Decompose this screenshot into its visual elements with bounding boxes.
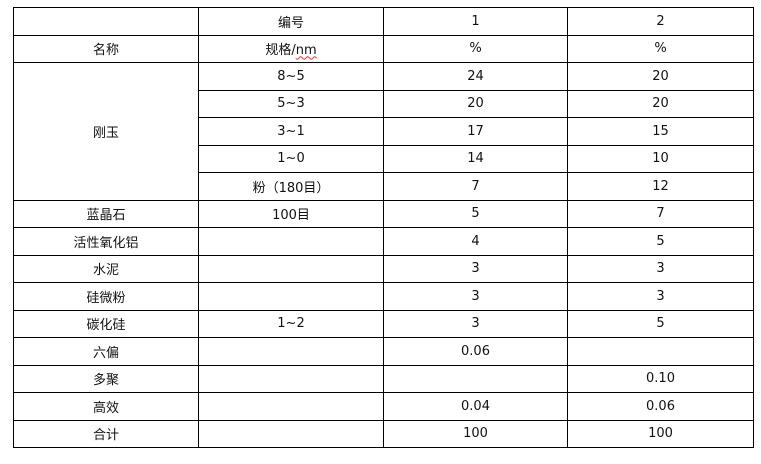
spec-cell (198, 364, 384, 393)
value-1: 0.04 (383, 392, 568, 421)
value-1: 4 (383, 227, 568, 256)
value-1: 3 (383, 309, 568, 338)
material-name: 六偏 (13, 337, 199, 366)
spec-cell: 1~2 (198, 309, 384, 338)
value-2: 20 (567, 62, 754, 91)
spec-cell (198, 282, 384, 311)
spec-cell: 粉（180目） (198, 172, 384, 201)
name-label: 名称 (13, 34, 199, 63)
unit-2: % (567, 34, 754, 63)
value-1: 14 (383, 144, 568, 173)
table-row: 粉（180目） 7 12 (14, 172, 754, 201)
value-2: 10 (567, 144, 754, 173)
value-1: 7 (383, 172, 568, 201)
table-row: 刚玉 8~5 24 20 (13, 62, 754, 201)
material-name: 活性氧化铝 (13, 227, 199, 256)
spec-cell: 8~5 (198, 62, 384, 91)
table-row: 水泥 3 3 (13, 254, 754, 283)
table-row: 5~3 20 20 (14, 89, 754, 118)
value-1: 5 (383, 199, 568, 228)
spec-cell: 100目 (198, 199, 384, 228)
spec-label: 规格/nm (198, 34, 384, 63)
value-2: 20 (567, 89, 754, 118)
value-2: 0.10 (567, 364, 754, 393)
value-1: 20 (383, 89, 568, 118)
table-row: 蓝晶石 100目 5 7 (13, 199, 754, 228)
sample-2: 2 (567, 7, 754, 36)
value-2: 3 (567, 254, 754, 283)
table-row: 高效 0.04 0.06 (13, 392, 754, 421)
code-label: 编号 (198, 7, 384, 36)
composition-table: 编号 1 2 名称 规格/nm % % 刚玉 8~5 24 20 5~3 20 20 3~1 1… (13, 7, 754, 448)
table-row: 1~0 14 10 (14, 144, 754, 173)
value-1: 3 (383, 254, 568, 283)
header-row-code: 编号 1 2 (13, 7, 754, 36)
material-name: 高效 (13, 392, 199, 421)
spec-cell: 1~0 (198, 144, 384, 173)
value-2: 0.06 (567, 392, 754, 421)
spec-cell (198, 337, 384, 366)
value-2: 5 (567, 227, 754, 256)
value-1: 17 (383, 117, 568, 146)
spec-cell (198, 392, 384, 421)
table-row: 活性氧化铝 4 5 (13, 227, 754, 256)
value-2: 12 (567, 172, 754, 201)
value-1: 100 (383, 419, 568, 448)
material-name: 水泥 (13, 254, 199, 283)
cell-empty (13, 7, 199, 36)
spec-cell: 5~3 (198, 89, 384, 118)
table-row: 硅微粉 3 3 (13, 282, 754, 311)
value-2: 3 (567, 282, 754, 311)
value-2: 7 (567, 199, 754, 228)
value-1 (383, 364, 568, 393)
value-2: 15 (567, 117, 754, 146)
material-name: 合计 (13, 419, 199, 448)
material-name: 碳化硅 (13, 309, 199, 338)
value-1: 3 (383, 282, 568, 311)
value-2: 5 (567, 309, 754, 338)
spec-cell (198, 419, 384, 448)
value-2: 100 (567, 419, 754, 448)
spec-label-text: 规格/ (265, 43, 296, 59)
spec-cell: 3~1 (198, 117, 384, 146)
material-name: 硅微粉 (13, 282, 199, 311)
spec-cell (198, 227, 384, 256)
table-row: 六偏 0.06 (13, 337, 754, 366)
table-row: 多聚 0.10 (13, 364, 754, 393)
value-2 (567, 337, 754, 366)
unit-1: % (383, 34, 568, 63)
header-row-name: 名称 规格/nm % % (13, 34, 754, 63)
corundum-group: 刚玉 (13, 62, 199, 201)
material-name: 蓝晶石 (13, 199, 199, 228)
value-1: 0.06 (383, 337, 568, 366)
spec-cell (198, 254, 384, 283)
table-row: 合计 100 100 (13, 419, 754, 448)
table-row: 3~1 17 15 (14, 117, 754, 146)
material-name: 多聚 (13, 364, 199, 393)
spec-unit: nm (295, 43, 317, 59)
value-1: 24 (383, 62, 568, 91)
table-row: 碳化硅 1~2 3 5 (13, 309, 754, 338)
sample-1: 1 (383, 7, 568, 36)
